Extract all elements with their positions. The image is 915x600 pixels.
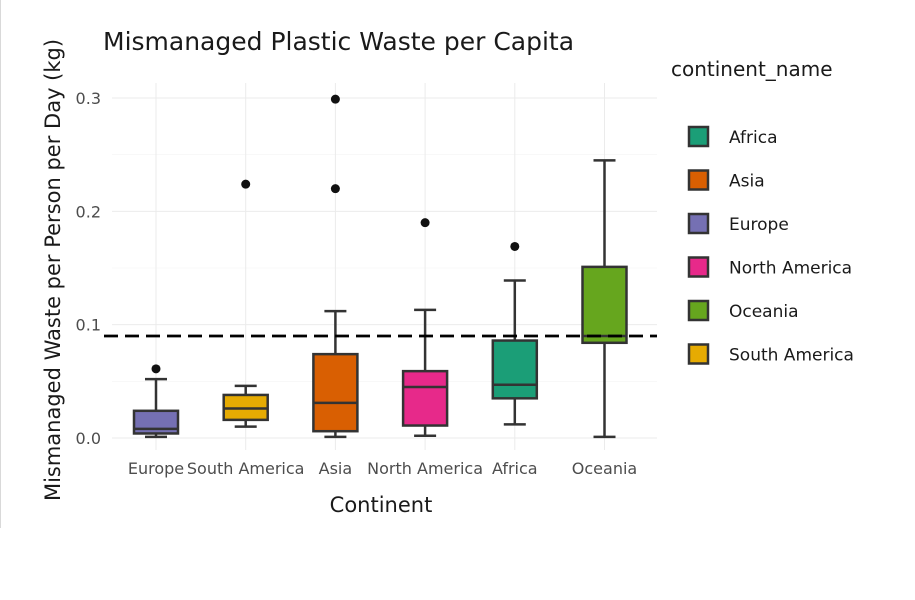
- legend-item: Africa: [687, 125, 778, 148]
- legend-swatch: [687, 169, 710, 191]
- x-tick-label: Asia: [319, 459, 353, 478]
- box-group: [581, 159, 628, 439]
- frame-border: [0, 0, 1, 528]
- legend-title: continent_name: [671, 57, 833, 81]
- legend-label: Oceania: [729, 302, 799, 322]
- legend-swatch: [687, 343, 710, 365]
- outlier-point: [241, 179, 251, 189]
- x-tick-label: North America: [367, 459, 483, 478]
- box-rect: [491, 339, 539, 400]
- legend-label: South America: [729, 346, 854, 366]
- x-tick-label: Europe: [128, 459, 184, 478]
- outlier-point: [330, 184, 340, 194]
- outlier-point: [151, 364, 161, 374]
- legend-swatch: [687, 125, 710, 148]
- y-tick-label: 0.3: [76, 89, 101, 108]
- box-rect: [312, 352, 359, 433]
- chart-title: Mismanaged Plastic Waste per Capita: [103, 27, 574, 56]
- outlier-point: [330, 94, 340, 104]
- legend-item: Asia: [687, 169, 765, 192]
- x-axis-title: Continent: [330, 493, 433, 517]
- box-group: [222, 179, 269, 428]
- box-rect: [581, 265, 628, 345]
- y-axis-ticks: 0.0 0.1 0.2 0.3: [76, 89, 101, 448]
- y-tick-label: 0.0: [76, 429, 101, 448]
- x-tick-label: Oceania: [572, 459, 637, 478]
- x-tick-label: Africa: [492, 459, 538, 478]
- legend-swatch: [687, 212, 710, 235]
- x-tick-label: South America: [187, 459, 305, 478]
- x-axis-ticks: Europe South America Asia North America Afri…: [128, 459, 637, 478]
- legend-item: Europe: [687, 212, 789, 235]
- outlier-point: [420, 218, 430, 228]
- grid: [112, 83, 657, 450]
- legend-items: Africa Asia Europe North America Oceania Sout…: [687, 125, 854, 366]
- box-group: [401, 218, 449, 437]
- legend-label: Europe: [729, 215, 789, 235]
- y-tick-label: 0.2: [76, 202, 101, 221]
- box-group: [132, 364, 180, 439]
- legend-label: Africa: [729, 128, 778, 148]
- box-group: [491, 241, 539, 426]
- legend-item: South America: [687, 343, 854, 366]
- outlier-point: [510, 241, 520, 251]
- boxes: [132, 94, 628, 439]
- legend-label: Asia: [729, 172, 765, 192]
- box-rect: [401, 369, 449, 427]
- legend-label: North America: [729, 259, 852, 279]
- y-axis-title: Mismanaged Waste per Person per Day (kg): [41, 39, 65, 501]
- legend-item: North America: [687, 256, 852, 279]
- legend-swatch: [687, 256, 710, 278]
- legend-item: Oceania: [687, 299, 799, 322]
- box-group: [312, 94, 359, 439]
- legend: continent_name Africa Asia Europe North Ame…: [671, 57, 854, 366]
- legend-swatch: [687, 299, 710, 322]
- y-tick-label: 0.1: [76, 316, 101, 335]
